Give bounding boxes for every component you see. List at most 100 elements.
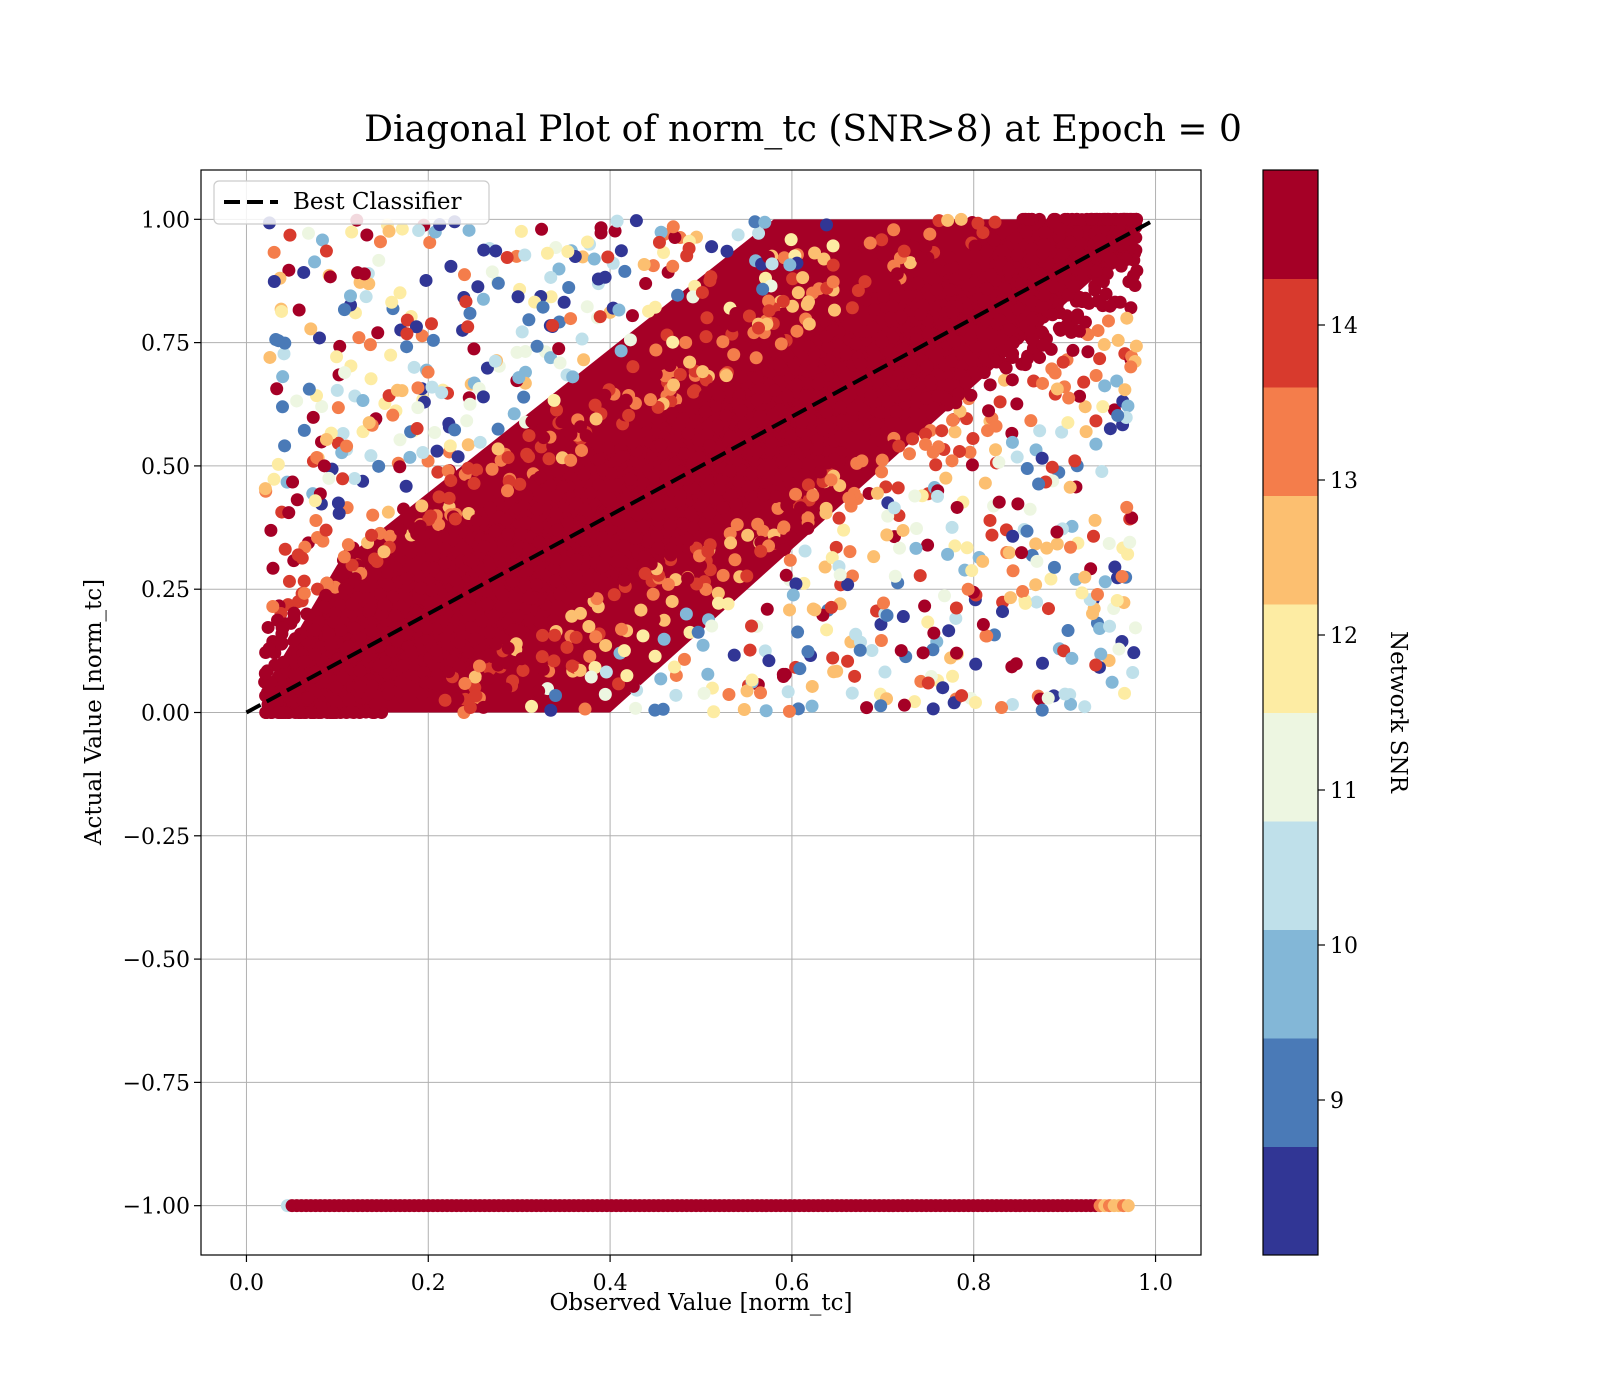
scatter-point [786,588,800,602]
scatter-point [1091,324,1105,338]
colorbar-bins [1263,170,1318,1256]
scatter-point [959,376,973,390]
scatter-point [691,625,705,639]
scatter-point [989,355,1003,369]
scatter-point [599,638,613,652]
scatter-point [913,569,927,583]
scatter-point [676,517,690,531]
scatter-point [308,255,322,269]
scatter-point [711,586,725,600]
y-tick-label: −0.75 [123,1071,190,1096]
scatter-point [1033,424,1047,438]
scatter-point [395,384,409,398]
scatter-point [620,669,634,683]
scatter-point [1057,644,1071,658]
scatter-point [1061,416,1075,430]
scatter-point [1036,338,1050,352]
scatter-point [953,444,967,458]
scatter-point [469,689,483,703]
scatter-point [705,619,719,633]
scatter-point [561,245,575,259]
scatter-point [365,571,379,585]
scatter-point [686,385,700,399]
scatter-point [826,323,840,337]
scatter-point [338,582,352,596]
scatter-point [1120,500,1134,514]
scatter-point [1036,656,1050,670]
scatter-point [1094,647,1108,661]
scatter-point [854,357,868,371]
scatter-point [838,371,852,385]
scatter-point [399,572,413,586]
scatter-point [729,307,743,321]
scatter-point [261,620,275,634]
scatter-point [368,552,382,566]
scatter-point [745,619,759,633]
scatter-point [324,637,338,651]
y-tick-label: 0.50 [141,455,190,480]
scatter-point [646,587,660,601]
scatter-point [336,426,350,440]
scatter-point [518,344,532,358]
scatter-point [1078,700,1092,714]
y-tick-label: 1.00 [141,208,190,233]
scatter-point [276,706,290,719]
scatter-point [909,541,923,555]
scatter-point [647,613,661,627]
scatter-point [963,331,977,345]
scatter-point [779,445,793,459]
scatter-point [884,415,898,429]
scatter-point [589,412,603,426]
scatter-point [752,321,766,335]
x-axis-label: Observed Value [norm_tc] [550,1290,853,1316]
scatter-point [395,222,409,236]
scatter-point [1020,352,1034,366]
scatter-point [515,325,529,339]
scatter-point [1102,536,1116,550]
scatter-point [926,643,940,657]
scatter-point [501,527,515,541]
scatter-point [793,662,807,676]
scatter-point [499,513,513,527]
scatter-point [757,488,771,502]
scatter-point [1129,212,1143,226]
scatter-point [977,294,991,308]
scatter-point [802,295,816,309]
scatter-point [614,244,628,258]
scatter-point [348,472,362,486]
scatter-point [747,501,761,515]
scatter-point [547,393,561,407]
scatter-point [1062,391,1076,405]
scatter-point [428,426,442,440]
scatter-point [898,229,912,243]
scatter-point [438,693,452,707]
scatter-point [818,560,832,574]
scatter-point [448,423,462,437]
scatter-point [1055,425,1069,439]
scatter-point [666,335,680,349]
scatter-point [266,600,280,614]
scatter-point [805,363,819,377]
scatter-point [791,286,805,300]
scatter-point [340,439,354,453]
scatter-point [348,572,362,586]
scatter-point [507,407,521,421]
scatter-point [1006,564,1020,578]
scatter-point [875,335,889,349]
scatter-point [870,486,884,500]
scatter-point [929,282,943,296]
scatter-point [331,401,345,415]
x-tick-label: 0.6 [774,1271,809,1296]
scatter-point [697,686,711,700]
scatter-point [949,601,963,615]
scatter-point [681,571,695,585]
scatter-point [363,338,377,352]
scatter-point [631,507,645,521]
scatter-point [825,551,839,565]
scatter-point [533,470,547,484]
scatter-point [1030,554,1044,568]
scatter-point [954,212,968,226]
scatter-point [404,644,418,658]
colorbar-bin [1263,712,1318,822]
scatter-point [980,282,994,296]
